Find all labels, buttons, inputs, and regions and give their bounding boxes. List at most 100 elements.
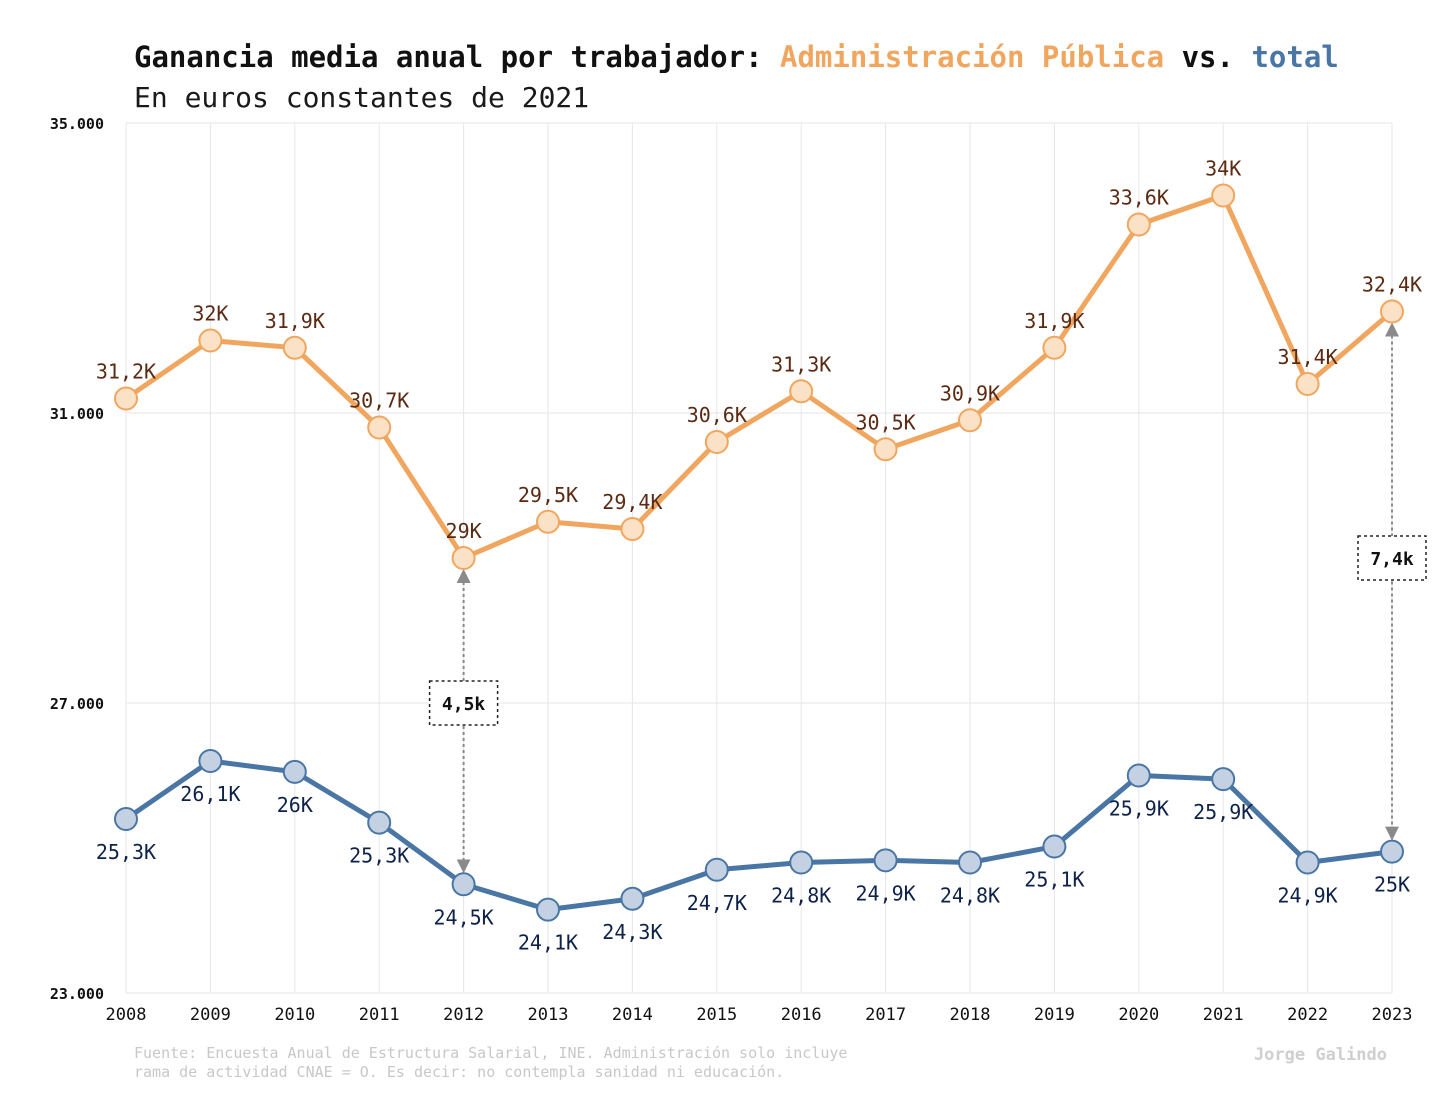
- data-label-total-2014: 24,3K: [602, 920, 662, 944]
- data-point-admin-2015: [704, 430, 729, 454]
- data-point-admin-2019: [1042, 335, 1067, 360]
- data-point-total-2012: [451, 872, 476, 897]
- x-tick-label-2015: 2015: [696, 1005, 737, 1025]
- data-point-total-2021: [1211, 767, 1236, 792]
- data-point-admin-2010: [282, 335, 307, 360]
- data-label-admin-2013: 29,5K: [518, 483, 578, 507]
- x-tick-label-2009: 2009: [190, 1005, 231, 1025]
- data-point-total-2009: [198, 749, 223, 773]
- data-point-admin-2020: [1126, 212, 1151, 237]
- data-label-admin-2022: 31,4K: [1277, 345, 1337, 369]
- data-label-total-2020: 25,9K: [1109, 797, 1169, 821]
- data-label-total-2017: 24,9K: [855, 881, 915, 905]
- x-tick-label-2016: 2016: [781, 1005, 822, 1025]
- title-part-total: total: [1251, 40, 1338, 74]
- x-tick-label-2019: 2019: [1034, 1005, 1075, 1025]
- x-tick-label-2020: 2020: [1118, 1005, 1159, 1025]
- y-tick-label-31000: 31.000: [50, 405, 104, 423]
- data-label-total-2021: 25,9K: [1193, 800, 1253, 824]
- data-point-total-2013: [536, 897, 560, 922]
- chart-subtitle: En euros constantes de 2021: [134, 81, 589, 114]
- data-label-total-2012: 24,5K: [433, 905, 493, 929]
- gap-label-2023: 7,4k: [1370, 549, 1414, 570]
- series-line-admin: [124, 193, 1394, 561]
- data-point-admin-2017: [873, 437, 898, 462]
- data-label-total-2008: 25,3K: [96, 840, 156, 864]
- series-layer: [114, 183, 1404, 922]
- data-point-total-2020: [1126, 763, 1151, 788]
- data-point-admin-2009: [198, 328, 223, 353]
- data-label-admin-2023: 32,4K: [1362, 273, 1422, 297]
- x-tick-label-2018: 2018: [950, 1005, 991, 1025]
- title-part-admin: Administración Pública: [780, 40, 1164, 74]
- y-tick-label-35000: 35.000: [50, 115, 104, 133]
- x-tick-label-2013: 2013: [528, 1005, 569, 1025]
- data-point-total-2011: [367, 810, 392, 835]
- data-point-total-2015: [704, 857, 729, 882]
- data-point-admin-2021: [1211, 183, 1236, 208]
- data-point-total-2010: [282, 759, 307, 784]
- data-point-admin-2018: [958, 408, 982, 433]
- x-tick-label-2023: 2023: [1372, 1005, 1413, 1025]
- data-label-admin-2014: 29,4K: [602, 490, 662, 514]
- title-part-vs: vs.: [1164, 40, 1251, 74]
- data-label-admin-2012: 29K: [446, 519, 482, 543]
- data-point-total-2022: [1295, 850, 1320, 875]
- data-point-admin-2014: [620, 517, 645, 541]
- data-label-total-2019: 25,1K: [1024, 868, 1084, 892]
- data-label-total-2022: 24,9K: [1277, 884, 1337, 908]
- data-point-total-2008: [114, 807, 138, 831]
- data-point-admin-2008: [114, 386, 138, 411]
- data-point-admin-2013: [536, 509, 560, 534]
- data-point-total-2016: [789, 850, 814, 875]
- data-label-total-2010: 26K: [277, 793, 313, 817]
- axis-layer: 2008 2009 2010 2011 2012 2013 2014 2015 2016 2017…: [50, 115, 1413, 1025]
- data-point-admin-2011: [367, 415, 392, 440]
- data-point-total-2017: [873, 848, 898, 873]
- title-part-1: Ganancia media anual por trabajador:: [134, 40, 780, 74]
- x-tick-label-2022: 2022: [1287, 1005, 1328, 1025]
- data-point-total-2014: [620, 886, 645, 911]
- data-label-admin-2008: 31,2K: [96, 360, 156, 384]
- data-label-total-2023: 25K: [1374, 873, 1410, 897]
- data-label-admin-2010: 31,9K: [265, 309, 325, 333]
- gap-box-2023: [1357, 535, 1427, 581]
- data-point-admin-2016: [789, 379, 814, 404]
- grid-layer: [125, 122, 1393, 994]
- x-tick-label-2014: 2014: [612, 1005, 653, 1025]
- data-label-layer: 31,2K 32K 31,9K 30,7K 29K 29,5K 29,4K 30,6K 31,3…: [96, 157, 1422, 955]
- x-tick-label-2012: 2012: [443, 1005, 484, 1025]
- data-label-total-2018: 24,8K: [940, 884, 1000, 908]
- chart-title: Ganancia media anual por trabajador: Adm…: [134, 40, 1339, 74]
- data-label-admin-2009: 32K: [192, 302, 228, 326]
- x-tick-label-2010: 2010: [274, 1005, 315, 1025]
- data-point-total-2018: [958, 850, 982, 875]
- data-label-admin-2018: 30,9K: [940, 381, 1000, 405]
- x-tick-label-2008: 2008: [106, 1005, 147, 1025]
- y-tick-label-23000: 23.000: [50, 985, 104, 1003]
- data-label-admin-2015: 30,6K: [687, 403, 747, 427]
- series-line-total: [124, 758, 1393, 913]
- x-tick-label-2017: 2017: [865, 1005, 906, 1025]
- data-point-total-2023: [1380, 839, 1404, 864]
- data-point-admin-2023: [1380, 299, 1404, 324]
- data-label-admin-2020: 33,6K: [1109, 186, 1169, 210]
- data-label-admin-2019: 31,9K: [1024, 309, 1084, 333]
- footer-source-line-1: Fuente: Encuesta Anual de Estructura Sal…: [134, 1044, 847, 1062]
- data-label-total-2016: 24,8K: [771, 884, 831, 908]
- gap-label-2012: 4,5k: [442, 694, 486, 715]
- data-point-admin-2022: [1295, 372, 1320, 396]
- annotation-layer: 4,5k 7,4k: [428, 322, 1427, 874]
- x-tick-label-2021: 2021: [1203, 1005, 1244, 1025]
- x-tick-label-2011: 2011: [359, 1005, 400, 1025]
- data-label-total-2013: 24,1K: [518, 931, 578, 955]
- footer-source-line-2: rama de actividad CNAE = O. Es decir: no…: [134, 1063, 784, 1081]
- data-label-total-2009: 26,1K: [180, 782, 240, 806]
- data-label-total-2011: 25,3K: [349, 844, 409, 868]
- data-label-admin-2016: 31,3K: [771, 352, 831, 376]
- data-label-admin-2021: 34K: [1205, 157, 1241, 181]
- data-label-total-2015: 24,7K: [687, 891, 747, 915]
- gap-box-2012: [428, 680, 499, 726]
- data-label-admin-2011: 30,7K: [349, 389, 409, 413]
